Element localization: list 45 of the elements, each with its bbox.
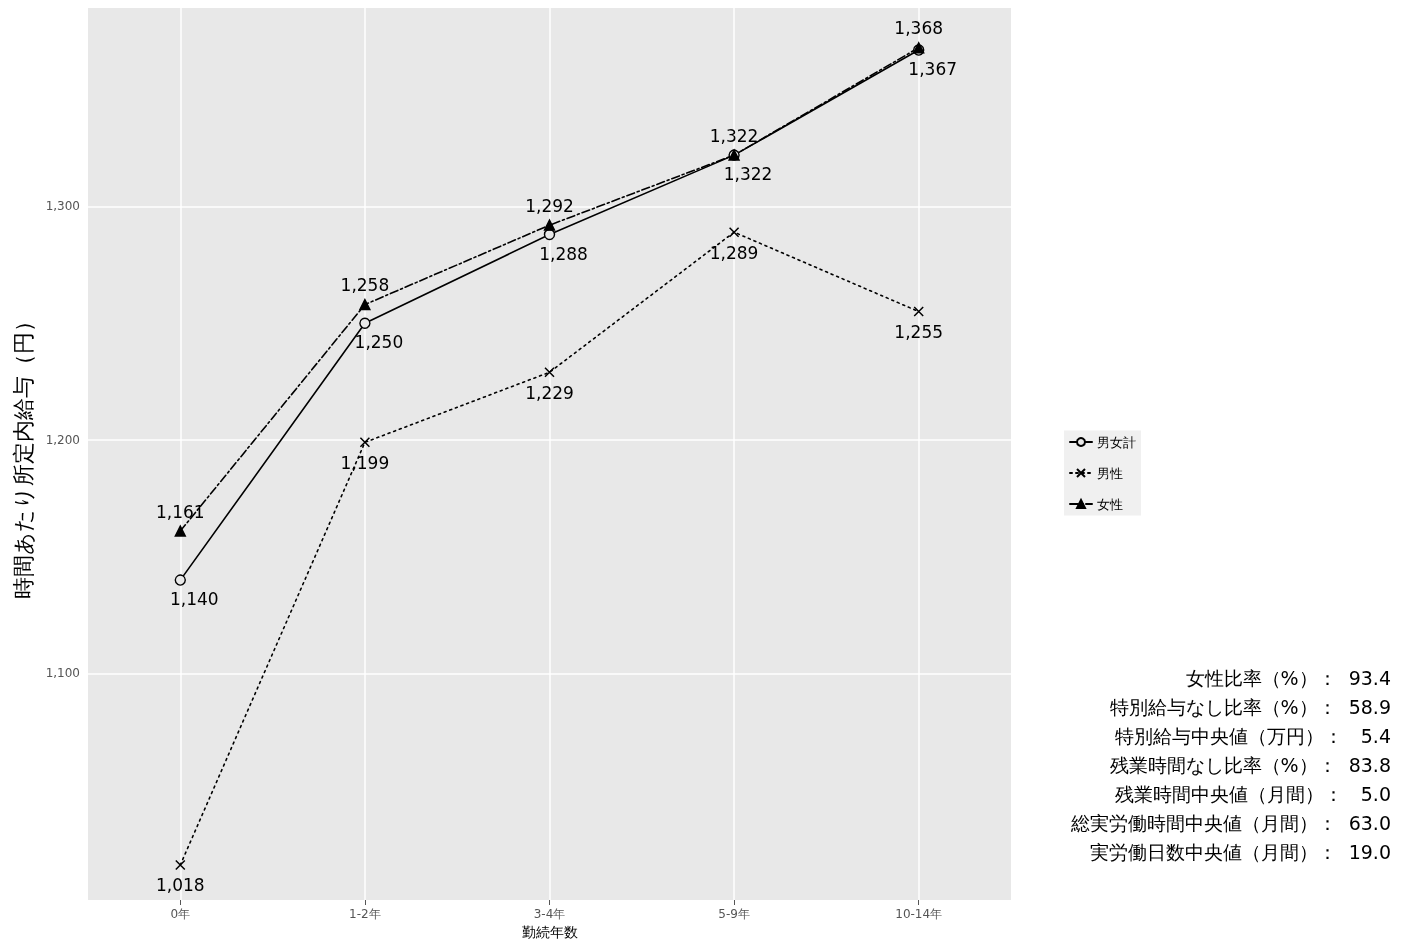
x-tick-label: 5-9年 — [718, 907, 750, 921]
point — [359, 298, 371, 311]
point — [913, 306, 924, 317]
point — [175, 859, 186, 871]
text: 残業時間なし比率（%）： 83.8 — [1109, 753, 1391, 776]
data-label: 1,229 — [525, 382, 574, 403]
point — [359, 437, 371, 448]
y-tick-label: 1,300 — [45, 199, 80, 214]
legend-label: 男女計 — [1097, 434, 1136, 450]
data-label: 1,018 — [155, 875, 205, 896]
data-label: 1,161 — [155, 501, 205, 522]
data-label: 1,367 — [908, 59, 958, 80]
legend-label: 女性 — [1097, 496, 1123, 512]
point — [174, 574, 186, 586]
legend-label: 男性 — [1097, 465, 1123, 481]
x-tick-label: 1-2年 — [349, 907, 381, 921]
x-tick-label: 10-14年 — [895, 907, 943, 921]
point — [359, 317, 371, 329]
text: 実労働日数中央値（月間）： 19.0 — [1089, 840, 1391, 863]
text: 特別給与中央値（万円）： 5.4 — [1114, 724, 1391, 747]
data-label: 1,250 — [354, 332, 404, 353]
data-label: 1,140 — [169, 589, 219, 610]
data-label: 1,258 — [340, 275, 390, 296]
data-label: 1,199 — [340, 452, 390, 473]
x-tick-label: 3-4年 — [533, 907, 566, 921]
text: 残業時間中央値（月間）： 5.0 — [1114, 782, 1391, 805]
point — [728, 226, 740, 238]
text: 特別給与なし比率（%）： 58.9 — [1109, 695, 1391, 718]
point — [543, 219, 556, 231]
data-label: 1,289 — [709, 242, 759, 263]
data-label: 1,288 — [539, 243, 588, 264]
data-label: 1,368 — [894, 18, 944, 39]
point — [544, 367, 555, 378]
y-axis-title: 時間あたり所定内給与（円） — [11, 309, 37, 599]
y-tick-label: 1,200 — [45, 432, 80, 447]
point — [174, 525, 186, 537]
y-tick-label: 1,100 — [45, 666, 80, 681]
x-tick-label: 0年 — [170, 907, 191, 921]
data-label: 1,292 — [525, 195, 574, 216]
data-label: 1,255 — [894, 322, 944, 343]
data-label: 1,322 — [709, 125, 759, 146]
text: 女性比率（%）： 93.4 — [1185, 666, 1391, 689]
data-label: 1,322 — [723, 164, 773, 185]
x-axis-title: 勤続年数 — [521, 923, 578, 940]
text: 総実労働時間中央値（月間）： 63.0 — [1069, 811, 1391, 834]
